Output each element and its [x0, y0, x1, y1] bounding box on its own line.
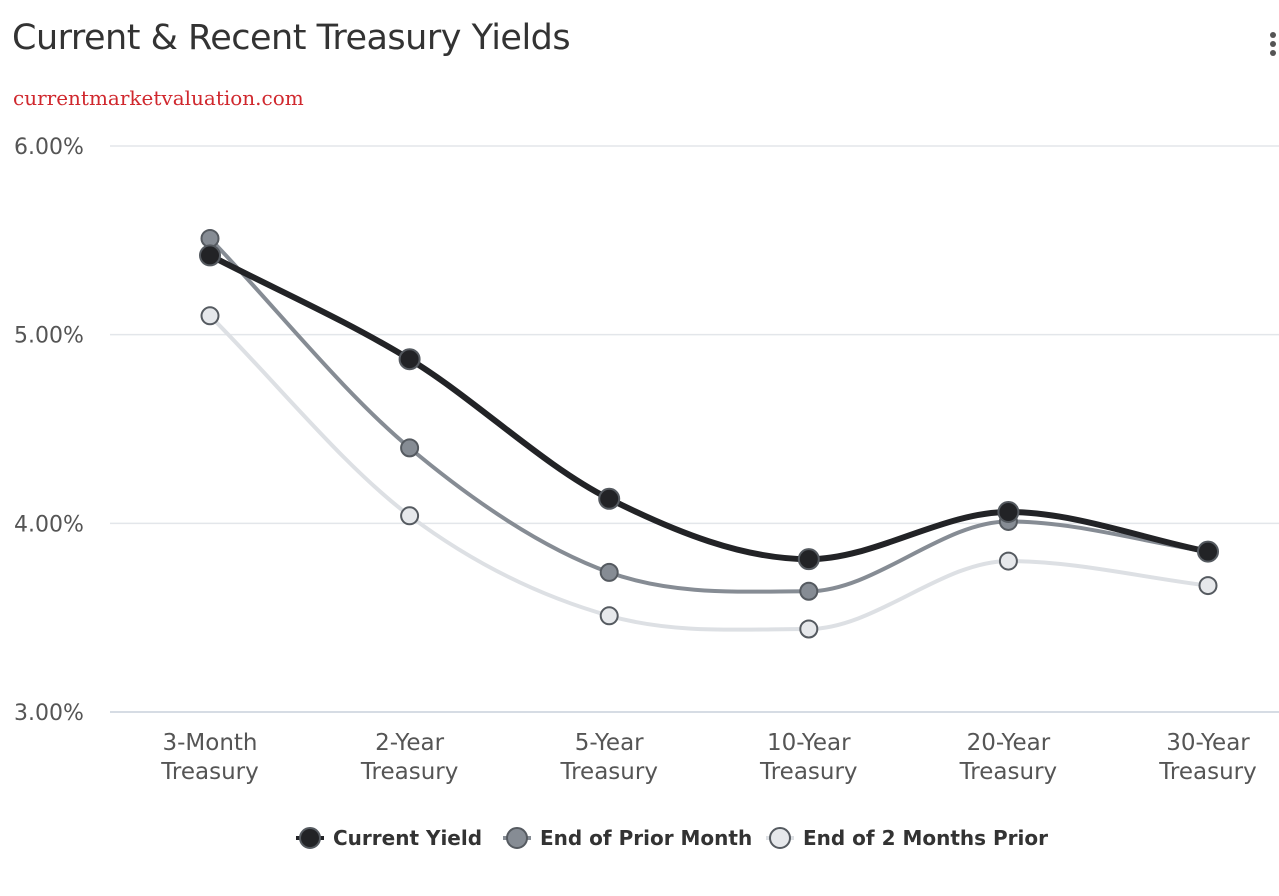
data-point-end-of-2-months-prior[interactable]: [200, 306, 220, 326]
x-tick-label: 20-Year Treasury: [959, 730, 1058, 785]
x-tick-label: 3-Month Treasury: [160, 730, 259, 785]
data-point-end-of-prior-month[interactable]: [200, 228, 220, 248]
series-layer: [199, 228, 1219, 639]
data-point-end-of-2-months-prior[interactable]: [799, 619, 819, 639]
chart-title: Current & Recent Treasury Yields: [12, 18, 571, 58]
y-tick-label: 3.00%: [14, 701, 84, 726]
data-point-current-yield[interactable]: [598, 487, 621, 510]
data-point-end-of-2-months-prior[interactable]: [998, 551, 1018, 571]
menu-dot: [1270, 41, 1276, 47]
data-point-end-of-2-months-prior[interactable]: [599, 606, 619, 626]
data-point-end-of-prior-month[interactable]: [799, 581, 819, 601]
series-line-end-of-2-months-prior: [208, 313, 1210, 632]
data-point-end-of-prior-month[interactable]: [400, 438, 420, 458]
data-point-current-yield[interactable]: [199, 244, 221, 267]
legend-label: End of Prior Month: [540, 826, 752, 850]
x-tick-label: 2-Year Treasury: [360, 730, 459, 785]
series-line-current-yield: [207, 252, 1211, 563]
y-tick-label: 6.00%: [14, 135, 84, 160]
menu-dot: [1270, 32, 1276, 38]
y-tick-label: 4.00%: [14, 512, 84, 537]
legend-marker: [506, 827, 528, 849]
legend-item-end-of-2-months-prior[interactable]: End of 2 Months Prior: [766, 826, 1048, 850]
x-tick-label: 30-Year Treasury: [1158, 730, 1257, 785]
data-point-end-of-prior-month[interactable]: [599, 562, 619, 582]
x-axis: 3-Month Treasury 2-Year Treasury 5-Year Treas…: [160, 730, 1257, 785]
legend-label: End of 2 Months Prior: [803, 826, 1048, 850]
data-point-current-yield[interactable]: [1197, 540, 1219, 563]
legend-marker: [769, 827, 791, 849]
data-point-end-of-2-months-prior[interactable]: [1198, 576, 1218, 596]
data-point-current-yield[interactable]: [997, 501, 1020, 524]
legend-item-end-of-prior-month[interactable]: End of Prior Month: [503, 826, 752, 850]
y-axis: 3.00% 4.00% 5.00% 6.00%: [14, 135, 84, 726]
x-tick-label: 5-Year Treasury: [559, 730, 658, 785]
data-point-current-yield[interactable]: [398, 348, 421, 371]
x-tick-label: 10-Year Treasury: [759, 730, 858, 785]
legend: Current Yield End of Prior Month End of 2 …: [296, 826, 1048, 850]
legend-marker: [299, 827, 321, 849]
data-point-end-of-2-months-prior[interactable]: [400, 506, 420, 526]
vertical-dots-menu-icon[interactable]: [1266, 32, 1279, 66]
chart-subtitle: currentmarketvaluation.com: [13, 86, 304, 110]
legend-label: Current Yield: [333, 826, 482, 850]
y-tick-label: 5.00%: [14, 324, 84, 349]
legend-item-current-yield[interactable]: Current Yield: [296, 826, 482, 850]
series-line-end-of-prior-month: [208, 236, 1210, 594]
menu-dot: [1270, 50, 1276, 56]
data-point-current-yield[interactable]: [797, 548, 820, 571]
